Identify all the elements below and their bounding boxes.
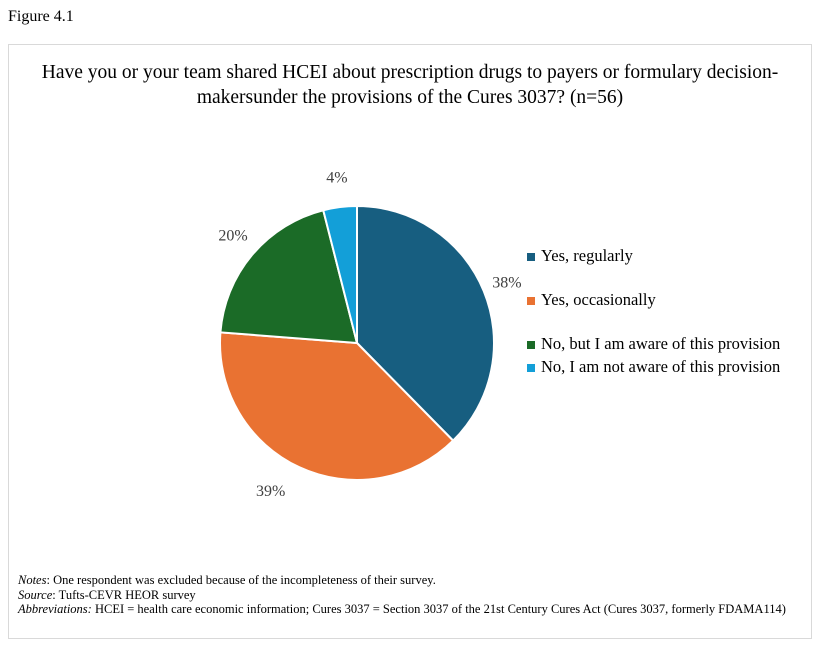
legend-label: No, I am not aware of this provision — [541, 357, 781, 376]
legend-item-no-not-aware: No, I am not aware of this provision — [527, 357, 797, 377]
notes-block: Notes: One respondent was excluded becau… — [18, 573, 808, 617]
legend-swatch — [527, 364, 535, 372]
pie-slice — [219, 331, 455, 481]
legend-swatch — [527, 253, 535, 261]
notes-line: Notes: One respondent was excluded becau… — [18, 573, 808, 588]
data-label: 4% — [326, 169, 347, 186]
pie-slice — [322, 204, 358, 344]
data-label: 39% — [256, 483, 285, 500]
pie-slice — [219, 209, 359, 345]
notes-text: : One respondent was excluded because of… — [46, 573, 436, 587]
legend: Yes, regularly Yes, occasionally No, but… — [527, 246, 797, 380]
data-label: 20% — [218, 228, 247, 245]
legend-swatch — [527, 297, 535, 305]
legend-label: Yes, regularly — [541, 246, 633, 265]
legend-swatch — [527, 341, 535, 349]
legend-label: Yes, occasionally — [541, 290, 656, 309]
source-line: Source: Tufts-CEVR HEOR survey — [18, 588, 808, 603]
notes-label: Notes — [18, 573, 47, 587]
figure-label: Figure 4.1 — [8, 8, 74, 25]
chart-title: Have you or your team shared HCEI about … — [41, 62, 779, 108]
source-text: : Tufts-CEVR HEOR survey — [52, 587, 196, 602]
data-label: 38% — [492, 275, 521, 292]
legend-label: No, but I am aware of this provision — [541, 334, 781, 353]
abbreviations-line: Abbreviations: HCEI = health care econom… — [18, 602, 808, 617]
chart-frame — [8, 44, 812, 639]
legend-item-no-aware: No, but I am aware of this provision — [527, 334, 797, 354]
abbreviations-label: Abbreviations: — [18, 602, 92, 616]
legend-item-yes-regularly: Yes, regularly — [527, 246, 797, 266]
legend-item-yes-occasionally: Yes, occasionally — [527, 290, 797, 310]
pie-slice — [356, 204, 495, 443]
abbreviations-text: HCEI = health care economic information;… — [91, 602, 786, 616]
source-label: Source — [18, 587, 53, 602]
